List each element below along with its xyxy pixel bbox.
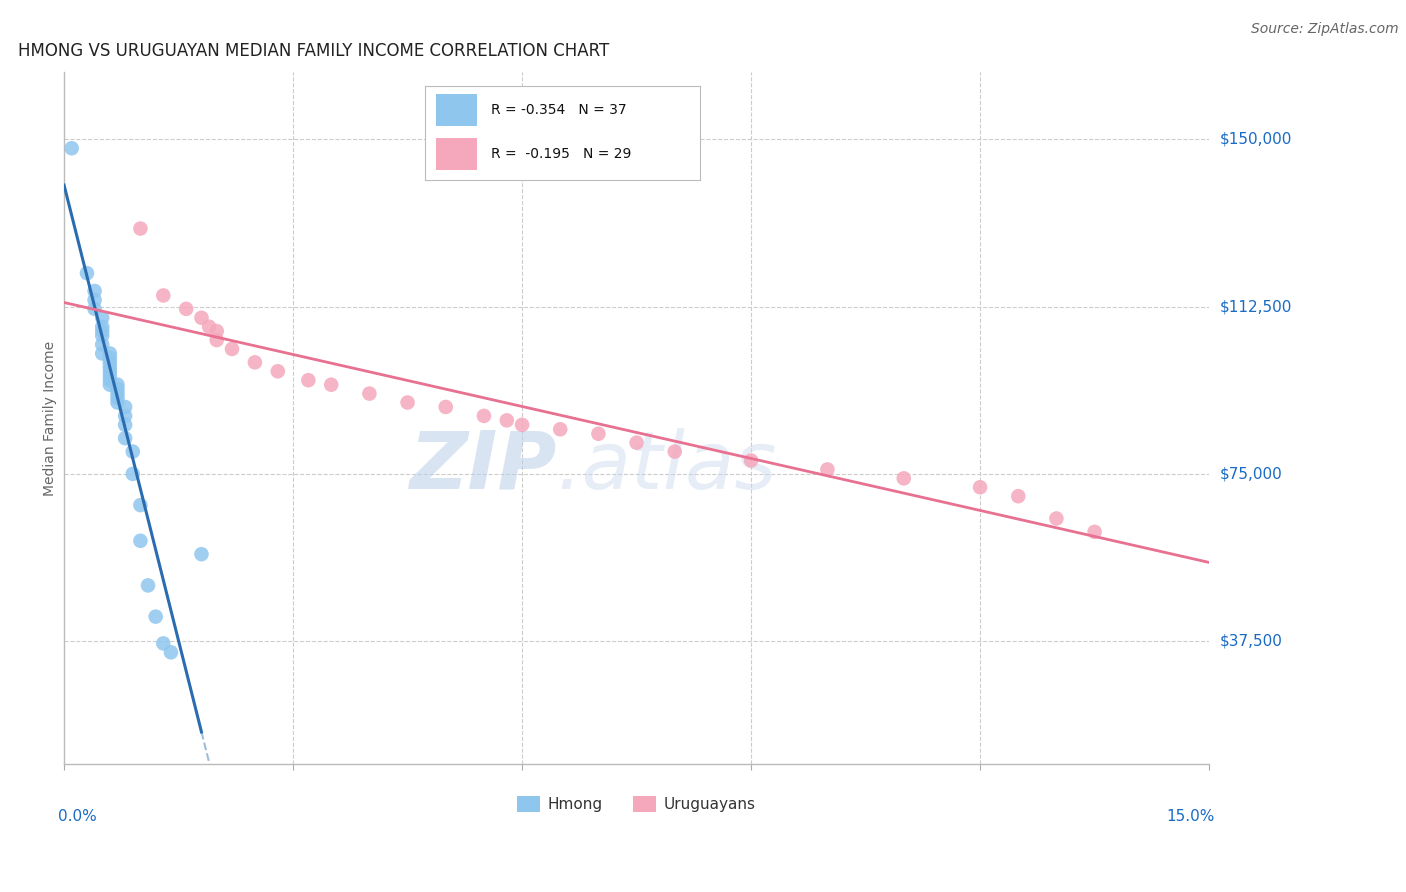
Text: $37,500: $37,500	[1220, 633, 1284, 648]
Point	[321, 377, 343, 392]
Text: 15.0%: 15.0%	[1167, 809, 1215, 824]
Point	[152, 636, 174, 650]
Point	[121, 467, 143, 481]
Text: HMONG VS URUGUAYAN MEDIAN FAMILY INCOME CORRELATION CHART: HMONG VS URUGUAYAN MEDIAN FAMILY INCOME …	[18, 42, 610, 60]
Point	[98, 346, 121, 360]
Point	[121, 444, 143, 458]
Point	[107, 377, 129, 392]
Point	[190, 547, 212, 561]
Text: .atlas: .atlas	[557, 427, 776, 506]
Point	[221, 342, 243, 356]
Point	[1007, 489, 1029, 503]
Point	[510, 417, 533, 432]
Point	[190, 310, 212, 325]
Y-axis label: Median Family Income: Median Family Income	[44, 341, 58, 496]
Point	[91, 337, 114, 351]
Point	[160, 645, 183, 659]
Point	[152, 288, 174, 302]
Point	[107, 386, 129, 401]
Point	[588, 426, 610, 441]
Point	[98, 359, 121, 374]
Text: 0.0%: 0.0%	[58, 809, 97, 824]
Point	[205, 333, 228, 347]
Point	[76, 266, 98, 280]
Point	[145, 609, 167, 624]
Point	[267, 364, 290, 378]
Point	[114, 431, 136, 445]
Point	[815, 462, 838, 476]
Point	[83, 293, 105, 307]
Text: $150,000: $150,000	[1220, 132, 1292, 147]
Point	[434, 400, 457, 414]
Text: ZIP: ZIP	[409, 427, 557, 506]
Point	[114, 409, 136, 423]
Point	[396, 395, 419, 409]
Point	[91, 346, 114, 360]
Point	[98, 364, 121, 378]
Point	[114, 417, 136, 432]
Point	[893, 471, 915, 485]
Point	[83, 284, 105, 298]
Point	[98, 351, 121, 365]
Point	[129, 221, 152, 235]
Point	[198, 319, 221, 334]
Point	[83, 301, 105, 316]
Point	[472, 409, 495, 423]
Point	[91, 324, 114, 338]
Point	[969, 480, 991, 494]
Point	[548, 422, 571, 436]
Point	[98, 377, 121, 392]
Point	[91, 328, 114, 343]
Point	[740, 453, 762, 467]
Point	[205, 324, 228, 338]
Point	[359, 386, 381, 401]
Point	[174, 301, 197, 316]
Point	[243, 355, 266, 369]
Text: $112,500: $112,500	[1220, 299, 1292, 314]
Legend: Hmong, Uruguayans: Hmong, Uruguayans	[510, 790, 762, 819]
Point	[107, 395, 129, 409]
Text: $75,000: $75,000	[1220, 467, 1282, 482]
Point	[495, 413, 517, 427]
Point	[114, 400, 136, 414]
Point	[91, 310, 114, 325]
Point	[98, 355, 121, 369]
Point	[91, 319, 114, 334]
Point	[297, 373, 319, 387]
Point	[107, 382, 129, 396]
Text: Source: ZipAtlas.com: Source: ZipAtlas.com	[1251, 22, 1399, 37]
Point	[129, 533, 152, 548]
Point	[98, 368, 121, 383]
Point	[1084, 524, 1107, 539]
Point	[664, 444, 686, 458]
Point	[136, 578, 159, 592]
Point	[626, 435, 648, 450]
Point	[1045, 511, 1067, 525]
Point	[129, 498, 152, 512]
Point	[60, 141, 83, 155]
Point	[107, 391, 129, 405]
Point	[98, 373, 121, 387]
